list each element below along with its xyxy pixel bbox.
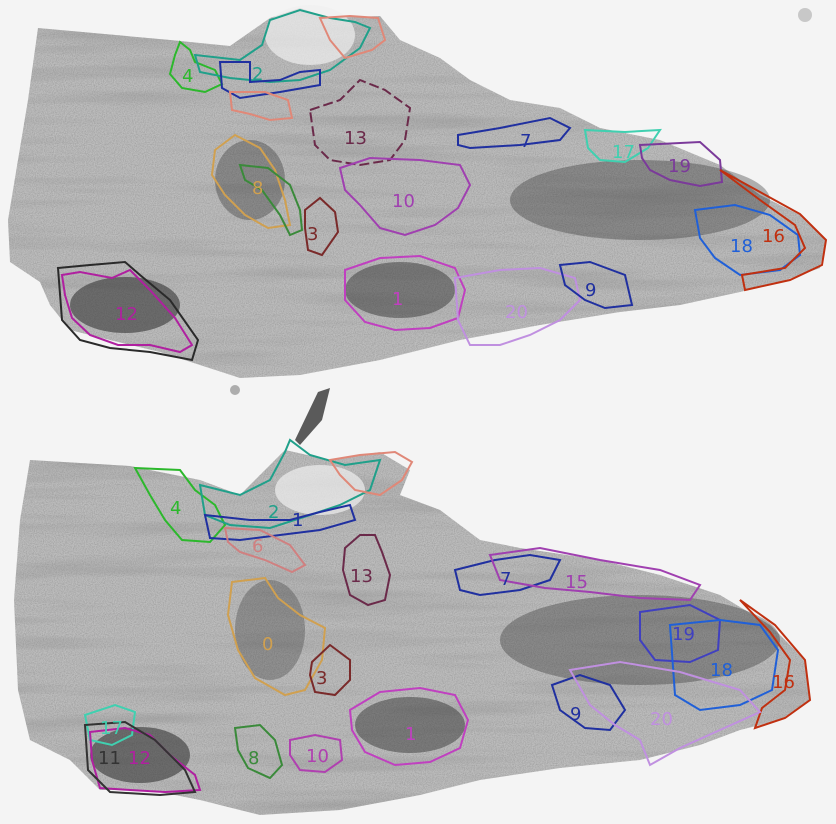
- bottom-label-4: 4: [170, 498, 181, 519]
- top-label-4: 4: [182, 66, 193, 87]
- top-label-3: 3: [307, 224, 318, 245]
- bottom-label-10: 10: [306, 746, 329, 767]
- top-label-7: 7: [520, 131, 531, 152]
- top-label-10: 10: [392, 191, 415, 212]
- bottom-label-1: 1: [405, 724, 416, 745]
- bottom-label-18: 18: [710, 660, 733, 681]
- bottom-label-3: 3: [316, 668, 327, 689]
- top-label-8: 8: [252, 178, 263, 199]
- bottom-label-16: 16: [772, 672, 795, 693]
- bottom-label-20: 20: [650, 709, 673, 730]
- top-label-17: 17: [612, 142, 635, 163]
- bottom-label-12: 12: [128, 748, 151, 769]
- top-label-13: 13: [344, 128, 367, 149]
- top-label-19: 19: [668, 156, 691, 177]
- top-label-1: 1: [392, 289, 403, 310]
- bottom-label-0: 0: [262, 634, 273, 655]
- bottom-label-1-blue: 1: [292, 510, 303, 531]
- bottom-label-19: 19: [672, 624, 695, 645]
- bottom-label-7: 7: [500, 569, 511, 590]
- bottom-label-8: 8: [248, 748, 259, 769]
- bottom-label-13: 13: [350, 566, 373, 587]
- top-label-20: 20: [505, 302, 528, 323]
- top-label-9: 9: [585, 280, 596, 301]
- top-label-2: 2: [252, 64, 263, 85]
- bottom-label-2: 2: [268, 502, 279, 523]
- dust-speck: [798, 8, 812, 22]
- bottom-label-6: 6: [252, 536, 263, 557]
- top-label-16: 16: [762, 226, 785, 247]
- bottom-label-11: 11: [98, 748, 121, 769]
- dust-speck: [230, 385, 240, 395]
- bottom-label-17: 17: [100, 718, 123, 739]
- bottom-label-9: 9: [570, 704, 581, 725]
- top-label-18: 18: [730, 236, 753, 257]
- top-label-12: 12: [115, 304, 138, 325]
- bottom-label-15: 15: [565, 572, 588, 593]
